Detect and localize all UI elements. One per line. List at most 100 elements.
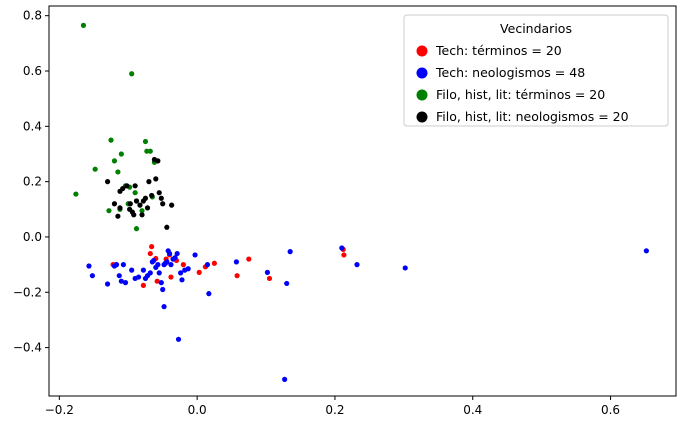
scatter-point-s3-26: [117, 205, 123, 211]
scatter-point-s1-31: [174, 250, 180, 257]
scatter-point-s2-6: [115, 169, 121, 175]
scatter-point-s1-39: [206, 291, 212, 297]
y-tick-label: 0.0: [23, 230, 42, 244]
legend-box: [403, 14, 669, 127]
scatter-point-s0-12: [196, 269, 202, 275]
scatter-point-s1-1: [89, 273, 96, 279]
scatter-point-s0-16: [246, 256, 252, 262]
legend-marker: [416, 67, 428, 79]
scatter-point-s1-25: [164, 259, 170, 265]
scatter-point-s3-14: [142, 195, 149, 201]
y-tick-label: −0.2: [13, 285, 42, 299]
scatter-point-s1-44: [284, 280, 290, 287]
scatter-point-s2-4: [108, 137, 114, 143]
scatter-point-s3-24: [164, 224, 170, 230]
scatter-point-s2-15: [139, 208, 145, 214]
scatter-point-s1-15: [147, 270, 153, 276]
legend-title: Vecindarios: [500, 21, 572, 36]
scatter-point-s3-11: [137, 202, 143, 208]
scatter-point-s1-22: [160, 286, 166, 293]
scatter-point-s1-6: [118, 278, 124, 284]
scatter-point-s3-8: [131, 212, 137, 218]
x-tick-label: 0.0: [188, 403, 207, 417]
scatter-point-s2-16: [142, 138, 149, 145]
scatter-point-s3-10: [133, 198, 140, 204]
scatter-point-s1-19: [155, 262, 161, 268]
scatter-point-s3-1: [111, 201, 118, 207]
y-tick-label: 0.6: [23, 64, 42, 78]
scatter-point-s2-2: [73, 191, 79, 197]
scatter-point-s1-34: [179, 277, 185, 283]
scatter-point-s2-20: [133, 226, 140, 232]
scatter-point-s0-11: [180, 262, 186, 268]
x-tick-label: 0.6: [601, 403, 620, 417]
scatter-point-s1-12: [140, 267, 146, 273]
scatter-point-s1-0: [86, 263, 92, 269]
scatter-point-s1-7: [120, 262, 127, 268]
scatter-point-s1-38: [204, 262, 211, 268]
scatter-point-s0-4: [149, 244, 155, 250]
scatter-point-s0-14: [211, 260, 217, 266]
axes-layer: −0.2 0.0 0.2 0.4 0.6 −0.4 −0.2 0.0 0.2 0.4 0.6 0.8: [13, 5, 677, 417]
scatter-point-s1-21: [158, 280, 164, 286]
scatter-point-s3-17: [149, 192, 155, 199]
legend-marker: [416, 89, 428, 101]
scatter-point-s2-1: [129, 71, 135, 77]
x-tick-label: 0.4: [463, 403, 482, 417]
scatter-point-s1-2: [104, 281, 111, 287]
legend-marker: [416, 45, 428, 57]
legend-label: Tech: neologismos = 48: [435, 65, 585, 80]
legend: Vecindarios Tech: términos = 20 Tech: neol…: [403, 14, 669, 127]
scatter-point-s1-36: [185, 266, 191, 272]
points-layer: [73, 22, 649, 382]
scatter-point-s1-41: [233, 259, 240, 265]
scatter-point-s1-42: [264, 269, 271, 275]
scatter-point-s2-3: [92, 166, 98, 172]
scatter-point-s1-37: [192, 252, 198, 258]
scatter-point-s0-15: [234, 273, 240, 279]
scatter-point-s1-40: [161, 304, 167, 310]
scatter-point-s1-46: [339, 245, 345, 251]
scatter-point-s3-5: [124, 183, 130, 189]
y-tick-label: 0.8: [23, 9, 42, 23]
scatter-point-s1-27: [166, 250, 173, 257]
scatter-point-s1-45: [287, 249, 293, 255]
scatter-point-s3-19: [153, 176, 159, 182]
legend-label: Filo, hist, lit: neologismos = 20: [436, 109, 629, 124]
x-tick-label: −0.2: [45, 403, 74, 417]
scatter-point-s2-10: [106, 208, 112, 214]
scatter-point-s0-19: [341, 252, 347, 258]
scatter-point-s2-0: [80, 22, 87, 28]
scatter-point-s0-17: [266, 275, 273, 282]
y-tick-label: −0.4: [13, 341, 42, 355]
axes-frame: [48, 5, 677, 397]
scatter-point-s3-2: [115, 213, 121, 219]
scatter-point-s1-49: [643, 248, 649, 254]
legend-label: Tech: términos = 20: [435, 43, 562, 58]
scatter-point-s2-18: [147, 148, 153, 154]
scatter-point-s1-43: [282, 376, 288, 382]
y-tick-label: 0.2: [23, 175, 42, 189]
scatter-point-s1-47: [354, 262, 360, 268]
scatter-point-s0-9: [168, 274, 174, 280]
scatter-point-s1-8: [122, 280, 129, 286]
scatter-point-s2-5: [111, 158, 118, 164]
y-tick-label: 0.4: [23, 119, 42, 133]
scatter-point-s3-23: [160, 201, 166, 207]
scatter-point-s1-20: [156, 270, 162, 276]
scatter-point-s3-9: [132, 183, 138, 189]
legend-marker: [416, 111, 428, 123]
scatter-point-s0-6: [154, 278, 160, 284]
scatter-point-s3-15: [144, 205, 151, 211]
scatter-point-s1-11: [135, 274, 142, 280]
scatter-point-s1-30: [172, 255, 178, 261]
scatter-point-s1-5: [116, 273, 122, 279]
scatter-point-s2-13: [132, 190, 138, 196]
scatter-point-s1-17: [151, 257, 157, 264]
scatter-point-s3-25: [169, 202, 175, 208]
scatter-point-s1-32: [175, 336, 182, 342]
scatter-point-s0-2: [140, 282, 146, 288]
scatter-point-s3-20: [155, 158, 161, 164]
scatter-point-s3-12: [139, 212, 145, 218]
